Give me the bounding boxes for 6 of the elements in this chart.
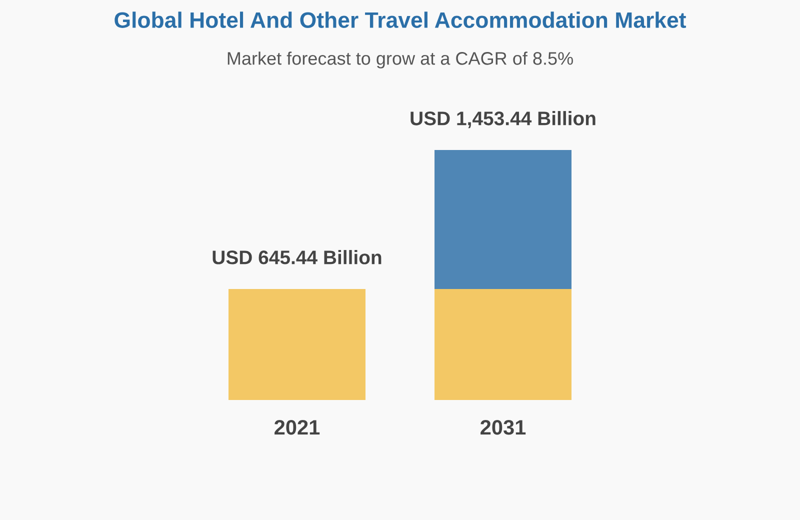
total-label: USD 1,453.44 Billion [410, 111, 596, 128]
chart-title: Global Hotel And Other Travel Accommodation Market [114, 12, 686, 28]
x-tick-label: 2031 [480, 420, 526, 435]
chart-subtitle: Market forecast to grow at a CAGR of 8.5% [228, 52, 573, 68]
data-label: USD 645.44 Billion [212, 250, 382, 264]
x-tick-label: 2021 [274, 420, 320, 435]
